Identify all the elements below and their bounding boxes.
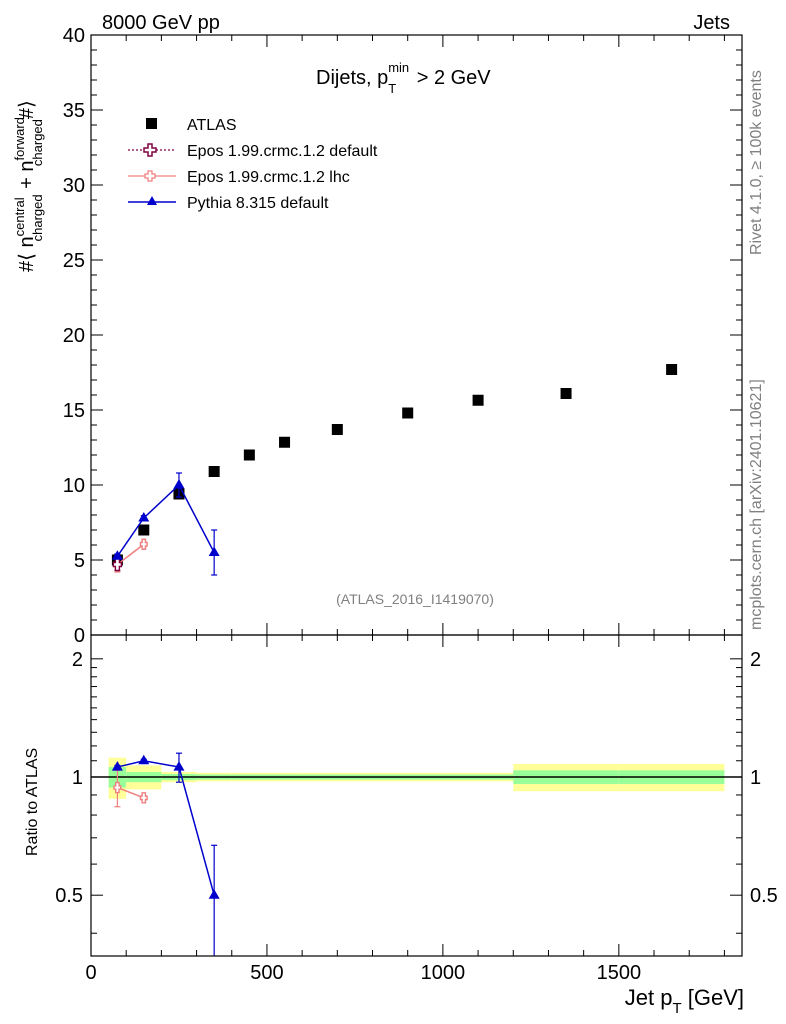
- x-tick-label: 0: [85, 962, 96, 984]
- main-axis-ticks: 0 5 10 15 20 25 30 35 40: [63, 25, 742, 647]
- ratio-y-tick-label-right: 2: [750, 649, 761, 671]
- main-y-tick-label: 35: [63, 100, 85, 122]
- main-data-layer: [111, 364, 678, 576]
- legend-label-pythia: Pythia 8.315 default: [187, 195, 329, 212]
- legend-label-epos-default: Epos 1.99.crmc.1.2 default: [187, 143, 378, 160]
- legend-marker-atlas: [146, 118, 157, 129]
- atlas-data-point: [560, 388, 572, 399]
- ylabel-forward: forward: [12, 117, 27, 160]
- mcplots-reference-label: mcplots.cern.ch [arXiv:2401.10621]: [748, 379, 765, 630]
- main-y-axis-label: #⟨ ncentral charged + nforward charged#⟩: [12, 100, 45, 272]
- main-y-tick-label: 25: [63, 250, 85, 272]
- epos-lhc-line: [116, 543, 145, 566]
- atlas-data-point: [138, 524, 150, 536]
- header-energy-label: 8000 GeV pp: [102, 12, 220, 34]
- atlas-data-point: [279, 436, 291, 448]
- main-y-tick-label: 10: [63, 475, 85, 497]
- rivet-version-label: Rivet 4.1.0, ≥ 100k events: [748, 70, 765, 255]
- main-y-tick-label: 15: [63, 400, 85, 422]
- title-superscript: min: [388, 60, 409, 75]
- pythia-point: [111, 550, 123, 560]
- ratio-y-axis-label: Ratio to ATLAS: [24, 748, 41, 856]
- ratio-pythia-point: [173, 761, 185, 771]
- ylabel-central: central: [12, 197, 27, 236]
- ratio-pythia-point: [208, 889, 220, 899]
- atlas-data-point: [208, 466, 220, 477]
- ratio-axis-ticks: 0.5 0.5 1 1 2 2 0 500 1000 1500: [55, 635, 778, 984]
- ylabel-close: #⟩: [16, 100, 38, 119]
- ratio-y-tick-label: 1: [72, 767, 83, 789]
- x-tick-label: 1000: [421, 962, 466, 984]
- title-main: Dijets, p: [316, 67, 388, 89]
- atlas-data-point: [666, 364, 678, 375]
- ratio-y-tick-label: 2: [72, 649, 83, 671]
- title-subscript: T: [388, 81, 396, 96]
- ratio-y-tick-label-right: 0.5: [750, 885, 778, 907]
- ratio-plot-frame: [90, 634, 743, 957]
- pythia-point: [173, 479, 185, 489]
- atlas-data-point: [402, 407, 414, 419]
- x-tick-label: 500: [250, 962, 283, 984]
- x-tick-label: 1500: [597, 962, 642, 984]
- legend-label-atlas: ATLAS: [187, 117, 237, 134]
- ylabel-charged-2: charged: [30, 119, 45, 166]
- main-y-tick-label: 30: [63, 175, 85, 197]
- atlas-data-point: [472, 394, 484, 406]
- ratio-epos-lhc-point: [113, 781, 122, 794]
- legend-marker-pythia: [147, 196, 157, 205]
- ylabel-charged-1: charged: [30, 194, 45, 241]
- ratio-pythia-line: [117, 759, 215, 896]
- main-y-tick-label: 20: [63, 325, 85, 347]
- analysis-label: (ATLAS_2016_I1419070): [336, 591, 494, 607]
- legend: ATLAS Epos 1.99.crmc.1.2 default Epos 1.…: [128, 117, 378, 212]
- ratio-epos-lhc-point: [139, 792, 148, 804]
- pythia-point: [208, 546, 220, 556]
- legend-label-epos-lhc: Epos 1.99.crmc.1.2 lhc: [187, 169, 350, 186]
- legend-marker-epos-default: [143, 143, 157, 157]
- ratio-pythia-point: [138, 754, 150, 765]
- ylabel-plus: + n: [16, 160, 38, 194]
- ratio-data-layer: [111, 752, 220, 956]
- x-axis-label: Jet pT [GeV]: [625, 985, 744, 1017]
- ratio-plot-area: [91, 757, 742, 799]
- atlas-data-point: [243, 449, 255, 461]
- atlas-data-point: [331, 424, 343, 435]
- main-y-tick-label: 0: [74, 625, 85, 647]
- header-category-label: Jets: [693, 12, 730, 34]
- ratio-y-tick-label: 0.5: [55, 885, 83, 907]
- main-y-tick-label: 40: [63, 25, 85, 47]
- epos-default-point: [112, 557, 123, 572]
- title-tail: > 2 GeV: [411, 67, 491, 89]
- main-plot-title: Dijets, pTmin > 2 GeV: [316, 60, 491, 96]
- ratio-pythia-point: [111, 761, 123, 771]
- ratio-series-group: [111, 752, 220, 956]
- ylabel-open: #⟨ n: [16, 236, 38, 272]
- legend-marker-epos-lhc: [144, 170, 156, 182]
- pythia-point: [138, 512, 150, 522]
- ratio-y-tick-label-right: 1: [750, 767, 761, 789]
- main-y-tick-label: 5: [74, 550, 85, 572]
- ratio-epos-lhc-line: [117, 786, 145, 799]
- pythia-line: [116, 483, 215, 557]
- epos-lhc-point: [139, 538, 148, 550]
